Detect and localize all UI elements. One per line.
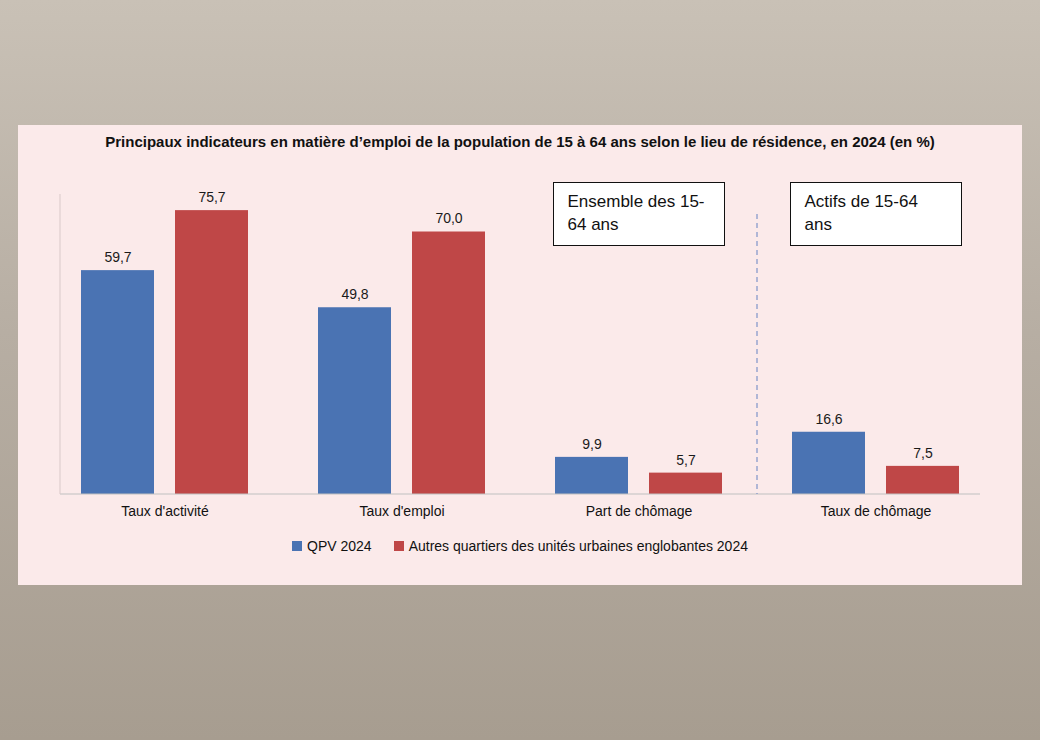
- svg-text:7,5: 7,5: [913, 445, 933, 461]
- html-text:QPV 2024: QPV 2024: [307, 538, 372, 554]
- svg-text:75,7: 75,7: [198, 189, 225, 205]
- svg-text:5,7: 5,7: [676, 452, 696, 468]
- html-text:Autres quartiers des unités ur: Autres quartiers des unités urbaines eng…: [408, 538, 748, 554]
- svg-text:70,0: 70,0: [435, 210, 462, 226]
- svg-text:Taux de chômage: Taux de chômage: [821, 503, 932, 519]
- svg-text:9,9: 9,9: [582, 436, 602, 452]
- svg-text:Part de chômage: Part de chômage: [586, 503, 693, 519]
- html-text:Ensemble des 15-64 ans: Ensemble des 15-64 ans: [567, 192, 705, 234]
- svg-text:49,8: 49,8: [341, 286, 368, 302]
- svg-text:Taux d'emploi: Taux d'emploi: [359, 503, 444, 519]
- html-text:Actifs de 15-64 ans: Actifs de 15-64 ans: [804, 192, 918, 234]
- svg-text:16,6: 16,6: [815, 411, 842, 427]
- svg-text:59,7: 59,7: [104, 249, 131, 265]
- html-text:Principaux indicateurs en mati: Principaux indicateurs en matière d’empl…: [105, 133, 935, 150]
- svg-text:Taux d'activité: Taux d'activité: [121, 503, 209, 519]
